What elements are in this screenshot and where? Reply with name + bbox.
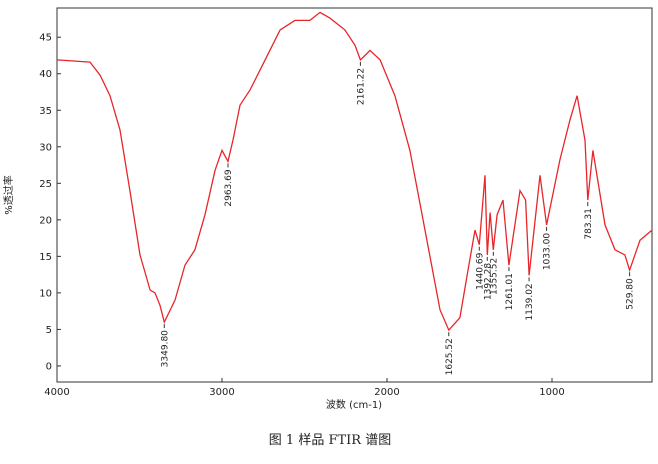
y-tick-label: 35 (39, 106, 52, 117)
peak-label: 1625.52 (445, 338, 455, 375)
y-tick-label: 10 (39, 288, 52, 299)
x-tick-label: 4000 (44, 387, 69, 398)
plot-frame (56, 7, 653, 383)
y-tick-label: 15 (39, 252, 52, 263)
peak-label: 1392.28 (483, 263, 493, 300)
y-axis-label: %透过率 (2, 175, 15, 215)
y-tick-label: 45 (39, 33, 52, 44)
peak-label: 1033.00 (543, 233, 553, 270)
y-tick-label: 30 (39, 142, 52, 153)
x-tick-label: 2000 (374, 387, 399, 398)
y-tick-label: 5 (46, 325, 52, 336)
peak-label: 783.31 (584, 208, 594, 240)
y-tick-label: 40 (39, 69, 52, 80)
y-tick-label: 0 (46, 361, 52, 372)
peak-label: 1139.02 (525, 283, 535, 320)
x-tick-label: 1000 (539, 387, 564, 398)
peak-label: 3349.80 (160, 330, 170, 367)
peak-label: 529.80 (626, 278, 636, 310)
x-axis-label: 波数 (cm-1) (326, 398, 382, 411)
spectrum-line (56, 11, 653, 332)
x-tick-label: 3000 (209, 387, 234, 398)
peak-label: 1261.01 (505, 273, 515, 310)
y-tick-label: 20 (39, 215, 52, 226)
peak-label: 2963.69 (224, 169, 234, 206)
y-tick-label: 25 (39, 179, 52, 190)
caption: 图 1 样品 FTIR 谱图 (269, 433, 391, 448)
peak-label: 1355.52 (489, 258, 499, 295)
peak-label: 2161.22 (356, 68, 366, 105)
peak-label: 1440.69 (475, 252, 485, 289)
